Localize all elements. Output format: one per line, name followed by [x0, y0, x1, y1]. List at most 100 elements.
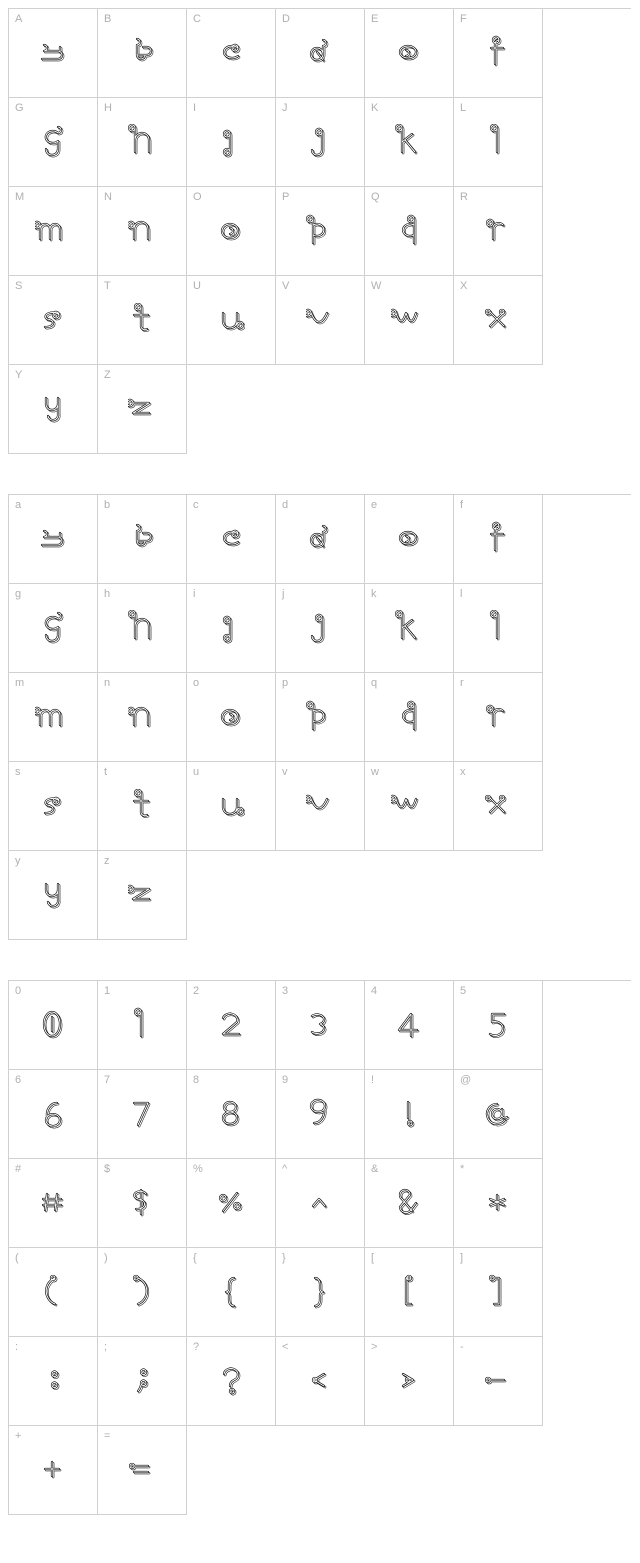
glyph-cell: s — [9, 762, 98, 851]
glyph-preview — [9, 584, 97, 672]
glyph-cell: m — [9, 673, 98, 762]
glyph-cell: 9 — [276, 1070, 365, 1159]
glyph-cell: % — [187, 1159, 276, 1248]
glyph-cell: $ — [98, 1159, 187, 1248]
glyph-cell: r — [454, 673, 543, 762]
glyph-preview — [365, 673, 453, 761]
glyph-cell: { — [187, 1248, 276, 1337]
glyph-preview — [187, 1248, 275, 1336]
glyph-preview — [98, 1426, 186, 1514]
section-digits_symbols: 0123456789!@#$%^&*(){}[]:;?<>-+= — [8, 980, 632, 1515]
glyph-cell: > — [365, 1337, 454, 1426]
glyph-cell: x — [454, 762, 543, 851]
glyph-cell: ? — [187, 1337, 276, 1426]
glyph-cell: z — [98, 851, 187, 940]
glyph-preview — [454, 1337, 542, 1425]
glyph-preview — [98, 276, 186, 364]
glyph-preview — [9, 98, 97, 186]
glyph-cell: = — [98, 1426, 187, 1515]
glyph-cell: l — [454, 584, 543, 673]
glyph-preview — [187, 98, 275, 186]
glyph-cell: 0 — [9, 981, 98, 1070]
glyph-cell: M — [9, 187, 98, 276]
glyph-preview — [454, 762, 542, 850]
glyph-cell: t — [98, 762, 187, 851]
glyph-preview — [276, 1159, 364, 1247]
glyph-cell: q — [365, 673, 454, 762]
glyph-cell: C — [187, 9, 276, 98]
glyph-preview — [365, 1070, 453, 1158]
glyph-preview — [187, 673, 275, 761]
glyph-preview — [276, 762, 364, 850]
section-lowercase: abcdefghijklmnopqrstuvwxyz — [8, 494, 632, 940]
glyph-cell: Y — [9, 365, 98, 454]
glyph-preview — [365, 495, 453, 583]
glyph-cell: ( — [9, 1248, 98, 1337]
glyph-preview — [365, 98, 453, 186]
glyph-preview — [276, 1070, 364, 1158]
glyph-preview — [9, 851, 97, 939]
glyph-cell: ) — [98, 1248, 187, 1337]
glyph-preview — [9, 673, 97, 761]
glyph-cell: c — [187, 495, 276, 584]
glyph-preview — [276, 495, 364, 583]
glyph-preview — [276, 187, 364, 275]
glyph-cell: e — [365, 495, 454, 584]
glyph-preview — [98, 981, 186, 1069]
glyph-preview — [454, 276, 542, 364]
glyph-cell: f — [454, 495, 543, 584]
glyph-preview — [454, 98, 542, 186]
glyph-cell: ; — [98, 1337, 187, 1426]
glyph-preview — [276, 673, 364, 761]
glyph-cell: S — [9, 276, 98, 365]
glyph-preview — [98, 1159, 186, 1247]
glyph-preview — [98, 762, 186, 850]
glyph-preview — [9, 1426, 97, 1514]
glyph-preview — [276, 981, 364, 1069]
glyph-cell: N — [98, 187, 187, 276]
glyph-cell: I — [187, 98, 276, 187]
glyph-cell: ! — [365, 1070, 454, 1159]
glyph-preview — [187, 276, 275, 364]
glyph-cell: ^ — [276, 1159, 365, 1248]
glyph-preview — [365, 276, 453, 364]
glyph-preview — [98, 1070, 186, 1158]
glyph-cell: K — [365, 98, 454, 187]
glyph-preview — [187, 495, 275, 583]
glyph-preview — [98, 584, 186, 672]
glyph-cell: j — [276, 584, 365, 673]
glyph-cell: u — [187, 762, 276, 851]
glyph-preview — [454, 584, 542, 672]
glyph-cell: < — [276, 1337, 365, 1426]
glyph-cell: 3 — [276, 981, 365, 1070]
glyph-preview — [98, 9, 186, 97]
glyph-preview — [9, 9, 97, 97]
glyph-cell: 5 — [454, 981, 543, 1070]
glyph-cell: g — [9, 584, 98, 673]
glyph-preview — [365, 1159, 453, 1247]
glyph-preview — [187, 1159, 275, 1247]
glyph-cell: A — [9, 9, 98, 98]
glyph-preview — [454, 9, 542, 97]
glyph-preview — [454, 495, 542, 583]
glyph-preview — [276, 276, 364, 364]
glyph-preview — [9, 1337, 97, 1425]
glyph-cell: : — [9, 1337, 98, 1426]
glyph-preview — [454, 1159, 542, 1247]
glyph-cell: E — [365, 9, 454, 98]
glyph-preview — [187, 584, 275, 672]
glyph-preview — [98, 365, 186, 453]
glyph-preview — [9, 187, 97, 275]
glyph-preview — [276, 1337, 364, 1425]
glyph-preview — [98, 673, 186, 761]
glyph-cell: L — [454, 98, 543, 187]
glyph-cell: k — [365, 584, 454, 673]
glyph-cell: y — [9, 851, 98, 940]
glyph-cell: n — [98, 673, 187, 762]
glyph-preview — [276, 1248, 364, 1336]
glyph-preview — [98, 98, 186, 186]
glyph-grid-lowercase: abcdefghijklmnopqrstuvwxyz — [8, 494, 631, 940]
glyph-preview — [454, 981, 542, 1069]
glyph-cell: ] — [454, 1248, 543, 1337]
glyph-cell: X — [454, 276, 543, 365]
